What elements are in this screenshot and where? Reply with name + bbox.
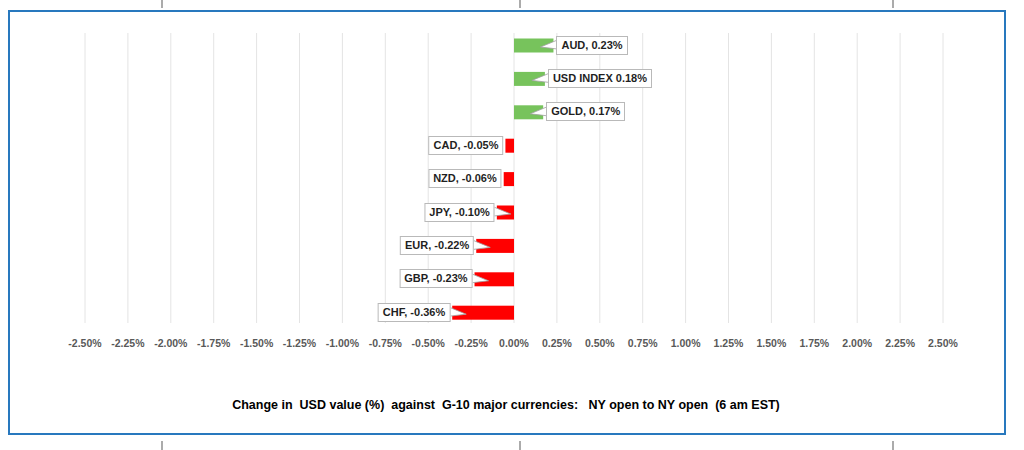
- x-axis-tick-label: 1.00%: [671, 337, 701, 349]
- x-axis-tick-label: 0.00%: [499, 337, 529, 349]
- x-axis-tick-label: 2.50%: [928, 337, 958, 349]
- x-axis-tick-label: 2.25%: [885, 337, 915, 349]
- plot-area: -2.50% -2.25% -2.00% -1.75% -1.50% -1.25% -1.0…: [0, 0, 1024, 450]
- x-axis-tick-label: -0.75%: [369, 337, 403, 349]
- x-axis-tick-label: -0.50%: [412, 337, 446, 349]
- x-axis-tick-label: 0.25%: [542, 337, 572, 349]
- x-axis-tick-label: -1.25%: [283, 337, 317, 349]
- x-axis-tick-label: 0.75%: [628, 337, 658, 349]
- x-axis-tick-label: 2.00%: [842, 337, 872, 349]
- chart-title: Change in USD value (%) against G-10 maj…: [8, 398, 1004, 412]
- x-axis-tick-label: -1.50%: [240, 337, 274, 349]
- x-axis-tick-label: -2.00%: [154, 337, 188, 349]
- x-axis-tick-label: 1.50%: [757, 337, 787, 349]
- x-axis-tick-label: 0.50%: [585, 337, 615, 349]
- x-axis-tick-label: -1.75%: [197, 337, 231, 349]
- x-axis-tick-label: -0.25%: [454, 337, 488, 349]
- bar-cad: [505, 139, 514, 153]
- x-axis-tick-label: 1.25%: [714, 337, 744, 349]
- x-axis-tick-label: -2.50%: [68, 337, 102, 349]
- x-axis-tick-label: -2.25%: [111, 337, 145, 349]
- x-axis-tick-label: 1.75%: [799, 337, 829, 349]
- bar-nzd: [504, 172, 514, 186]
- x-axis-tick-label: -1.00%: [326, 337, 360, 349]
- chart-canvas: -2.50% -2.25% -2.00% -1.75% -1.50% -1.25% -1.0…: [0, 0, 1024, 450]
